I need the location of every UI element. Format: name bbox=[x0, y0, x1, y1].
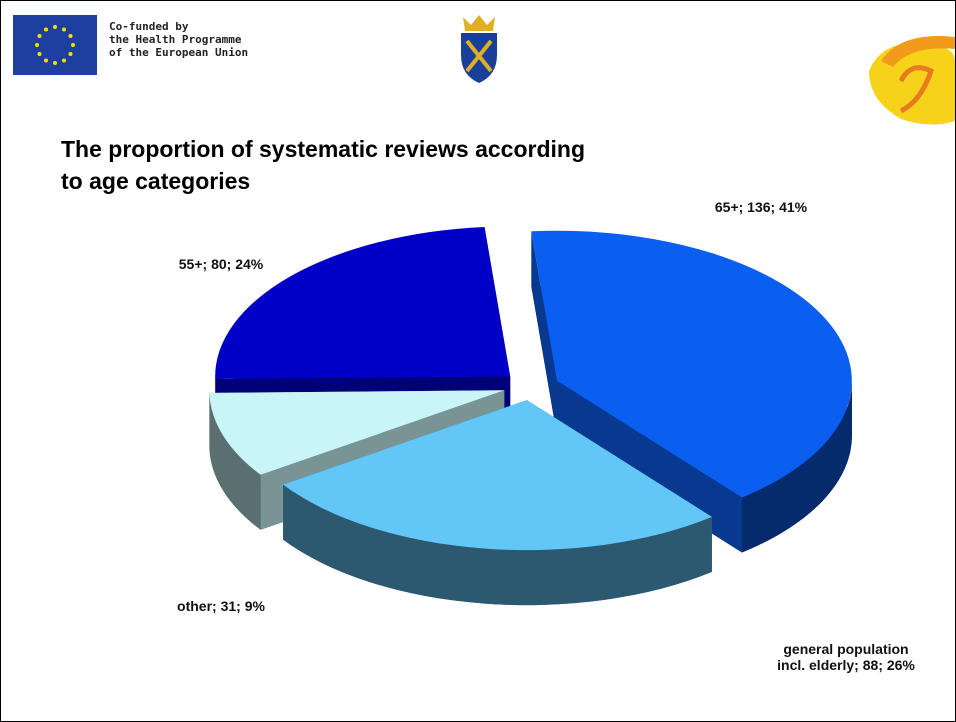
project-logo bbox=[869, 36, 955, 125]
university-crest bbox=[461, 15, 497, 83]
data-label: 55+; 80; 24% bbox=[178, 256, 264, 272]
slice-radial-side bbox=[531, 231, 557, 436]
slice-outer-side bbox=[283, 484, 712, 606]
funding-line: the Health Programme bbox=[109, 33, 242, 46]
slice-outer-side bbox=[209, 392, 261, 530]
eu-flag bbox=[13, 15, 97, 75]
funding-line: of the European Union bbox=[109, 46, 249, 59]
slice bbox=[531, 230, 852, 498]
data-label: general population incl. elderly; 88; 26… bbox=[777, 641, 915, 673]
chart-title: The proportion of systematic reviews acc… bbox=[61, 136, 586, 194]
data-label: other; 31; 9% bbox=[177, 598, 265, 614]
slice-outer-side bbox=[742, 380, 852, 553]
slice bbox=[283, 400, 712, 551]
slice bbox=[215, 227, 511, 379]
data-label: 65+; 136; 41% bbox=[714, 199, 808, 215]
funding-text: Co-funded by the Health Programme of the… bbox=[109, 20, 248, 59]
funding-line: Co-funded by bbox=[109, 20, 189, 33]
slice bbox=[209, 390, 505, 475]
